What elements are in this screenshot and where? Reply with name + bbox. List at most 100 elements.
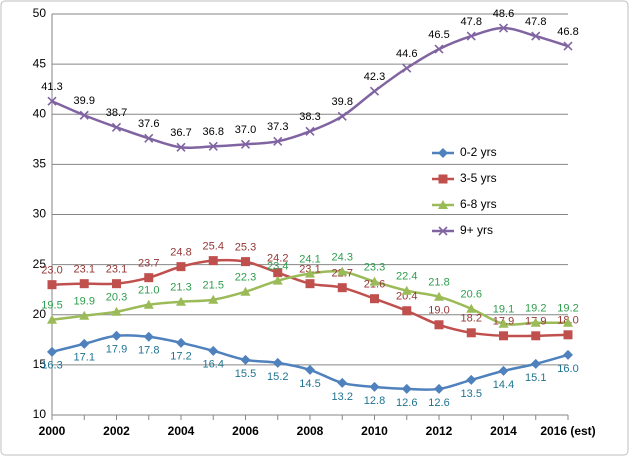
marker: [498, 23, 509, 33]
data-label: 21.8: [428, 277, 449, 289]
marker: [272, 275, 283, 285]
marker: [273, 268, 283, 278]
data-label: 21.0: [138, 285, 159, 297]
data-label: 46.8: [557, 26, 578, 38]
x-tick-label: 2000: [39, 424, 66, 438]
data-label: 23.1: [74, 264, 95, 276]
data-label: 17.2: [170, 351, 191, 363]
data-label: 22.3: [235, 272, 256, 284]
x-tick-label: 2014: [490, 424, 517, 438]
marker: [401, 383, 412, 394]
data-label: 23.4: [267, 261, 288, 273]
data-label: 17.1: [74, 352, 95, 364]
marker: [240, 354, 251, 365]
marker: [498, 365, 509, 376]
marker: [176, 142, 186, 152]
marker: [208, 141, 218, 151]
marker: [47, 346, 57, 357]
data-label: 19.2: [525, 303, 546, 315]
data-label: 24.8: [170, 247, 191, 259]
marker: [143, 299, 154, 309]
data-label: 20.6: [461, 289, 482, 301]
marker: [176, 296, 186, 306]
data-label: 38.7: [106, 107, 127, 119]
marker: [402, 306, 412, 316]
marker: [369, 381, 380, 392]
marker: [530, 358, 541, 369]
marker: [401, 285, 412, 295]
data-label: 44.6: [396, 48, 417, 60]
marker: [111, 306, 122, 316]
data-label: 17.9: [106, 344, 127, 356]
data-label: 37.6: [138, 118, 159, 130]
marker: [208, 294, 219, 304]
x-tick-label: 2006: [232, 424, 259, 438]
data-label: 24.3: [332, 252, 353, 264]
marker: [272, 357, 283, 368]
marker: [438, 200, 448, 209]
marker: [563, 349, 573, 360]
data-label: 15.1: [525, 372, 546, 384]
y-tick-label: 10: [33, 407, 47, 421]
marker: [47, 96, 57, 106]
data-label: 12.6: [428, 397, 449, 409]
data-label: 13.5: [461, 388, 482, 400]
data-label: 19.1: [493, 304, 514, 316]
y-tick-label: 45: [33, 56, 47, 70]
data-label: 47.8: [461, 16, 482, 28]
data-label: 21.3: [170, 282, 191, 294]
marker: [466, 31, 476, 41]
marker: [111, 122, 122, 132]
marker: [434, 383, 444, 394]
data-label: 16.4: [203, 359, 224, 371]
y-tick-label: 30: [33, 207, 47, 221]
data-label: 36.7: [170, 127, 191, 139]
data-label: 19.2: [557, 303, 578, 315]
marker: [466, 374, 477, 385]
data-label: 15.2: [267, 371, 288, 383]
data-label: 18.2: [461, 313, 482, 325]
data-label: 14.5: [299, 378, 320, 390]
marker: [305, 268, 315, 278]
data-label: 23.7: [138, 258, 159, 270]
data-label: 48.6: [493, 8, 514, 20]
data-label: 39.9: [74, 95, 95, 107]
data-label: 23.1: [106, 264, 127, 276]
marker: [337, 266, 348, 276]
marker: [305, 279, 315, 289]
data-label: 20.3: [106, 292, 127, 304]
data-label: 19.9: [74, 296, 95, 308]
data-label: 46.5: [428, 29, 449, 41]
marker: [370, 294, 379, 304]
marker: [176, 337, 186, 348]
marker: [434, 44, 444, 54]
data-label: 25.3: [235, 242, 256, 254]
data-label: 12.8: [364, 395, 385, 407]
marker: [144, 133, 154, 143]
marker: [369, 86, 380, 96]
marker: [438, 226, 448, 236]
legend-label: 9+ yrs: [460, 223, 493, 237]
y-tick-label: 40: [33, 106, 47, 120]
marker: [208, 256, 218, 266]
marker: [531, 31, 541, 41]
x-tick-label: 2008: [297, 424, 324, 438]
marker: [47, 314, 57, 324]
marker: [438, 148, 448, 158]
marker: [337, 377, 348, 388]
marker: [530, 317, 541, 327]
data-label: 23.3: [364, 262, 385, 274]
data-label: 13.2: [332, 391, 353, 403]
legend-label: 3-5 yrs: [460, 171, 497, 185]
legend-label: 0-2 yrs: [460, 145, 497, 159]
x-tick-label: 2016 (est): [540, 424, 595, 438]
y-tick-label: 15: [33, 357, 47, 371]
marker: [466, 303, 477, 313]
marker: [111, 330, 122, 341]
marker: [466, 328, 476, 338]
marker: [240, 286, 251, 296]
y-tick-label: 35: [33, 157, 47, 171]
data-label: 19.5: [41, 300, 62, 312]
marker: [499, 331, 508, 341]
